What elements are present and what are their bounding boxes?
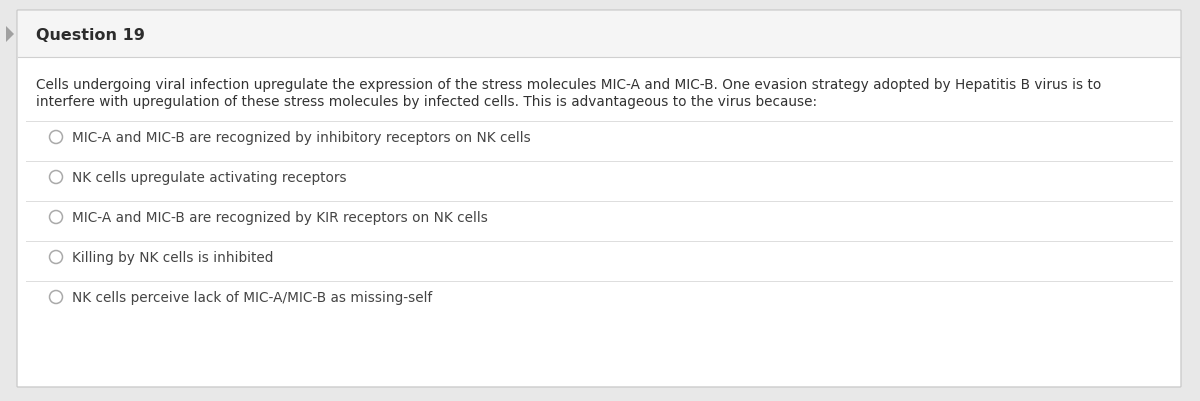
- Circle shape: [49, 131, 62, 144]
- Circle shape: [49, 251, 62, 264]
- FancyBboxPatch shape: [17, 11, 1181, 387]
- Text: Killing by NK cells is inhibited: Killing by NK cells is inhibited: [72, 250, 274, 264]
- Text: MIC-A and MIC-B are recognized by KIR receptors on NK cells: MIC-A and MIC-B are recognized by KIR re…: [72, 211, 488, 225]
- Text: MIC-A and MIC-B are recognized by inhibitory receptors on NK cells: MIC-A and MIC-B are recognized by inhibi…: [72, 131, 530, 145]
- Circle shape: [49, 291, 62, 304]
- Text: Cells undergoing viral infection upregulate the expression of the stress molecul: Cells undergoing viral infection upregul…: [36, 78, 1102, 92]
- Bar: [18, 12, 1180, 58]
- Text: NK cells perceive lack of MIC-A/MIC-B as missing-self: NK cells perceive lack of MIC-A/MIC-B as…: [72, 290, 432, 304]
- Text: NK cells upregulate activating receptors: NK cells upregulate activating receptors: [72, 170, 347, 184]
- Polygon shape: [6, 27, 14, 43]
- Text: Question 19: Question 19: [36, 27, 145, 43]
- Circle shape: [49, 171, 62, 184]
- Circle shape: [49, 211, 62, 224]
- Text: interfere with upregulation of these stress molecules by infected cells. This is: interfere with upregulation of these str…: [36, 95, 817, 109]
